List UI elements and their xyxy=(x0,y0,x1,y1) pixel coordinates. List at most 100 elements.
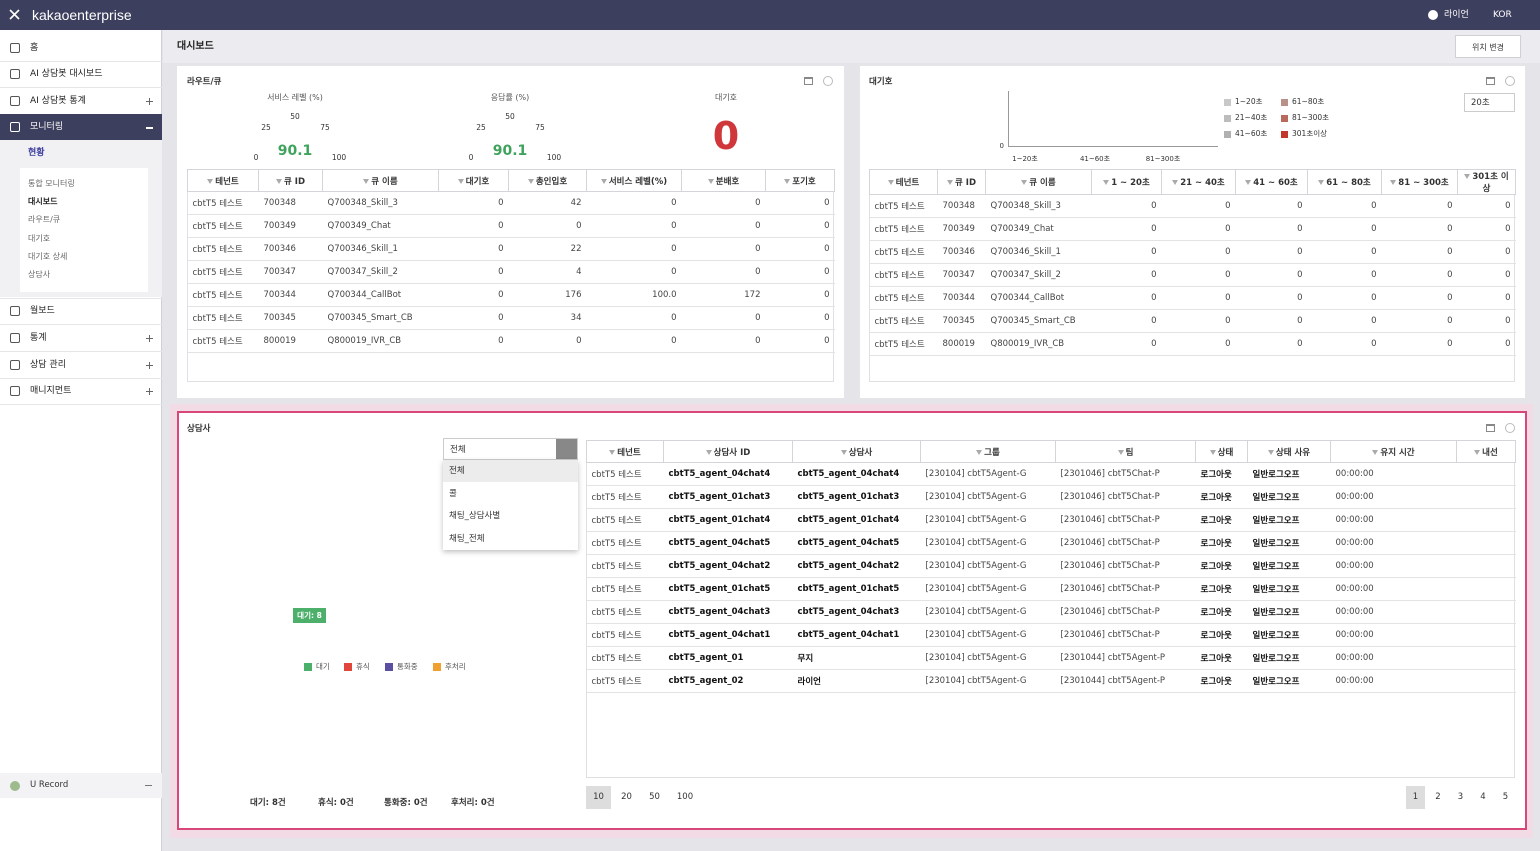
dropdown-option[interactable]: 콜 xyxy=(449,488,457,499)
table-row[interactable]: cbtT5 테스트 700348 Q700348_Skill_3 0 42 0 0 0 xyxy=(187,191,835,215)
maximize-icon[interactable] xyxy=(1486,424,1495,432)
table-row[interactable]: cbtT5 테스트 cbtT5_agent_01chat4 cbtT5_agent_… xyxy=(586,508,1516,532)
column-header[interactable]: 포기호 xyxy=(765,169,835,192)
table-cell: 00:00:00 xyxy=(1330,554,1457,578)
table-row[interactable]: cbtT5 테스트 cbtT5_agent_01 무지 [230104] cbtT5A… xyxy=(586,646,1516,670)
table-row[interactable]: cbtT5 테스트 cbtT5_agent_01chat5 cbtT5_agent_… xyxy=(586,577,1516,601)
lang[interactable]: KOR xyxy=(1493,10,1512,20)
page-number[interactable]: 2 xyxy=(1435,792,1441,802)
table-cell: 0 xyxy=(1235,286,1308,310)
table-row[interactable]: cbtT5 테스트 cbtT5_agent_02 라이언 [230104] cbtT5… xyxy=(586,669,1516,693)
table-row[interactable]: cbtT5 테스트 cbtT5_agent_04chat1 cbtT5_agent_… xyxy=(586,623,1516,647)
column-header[interactable]: 총인입호 xyxy=(508,169,587,192)
plus-icon[interactable] xyxy=(146,388,153,395)
filter-select[interactable]: 전체 xyxy=(443,438,578,460)
column-header[interactable]: 81 ~ 300초 xyxy=(1381,169,1458,195)
table-row[interactable]: cbtT5 테스트 700345 Q700345_Smart_CB 0 0 0 0 0 0 xyxy=(869,309,1516,333)
footer-item[interactable]: U Record xyxy=(30,780,69,790)
column-header[interactable]: 301초 이상 xyxy=(1457,169,1516,195)
menu-item[interactable]: AI 상담봇 통계 xyxy=(30,96,86,106)
submenu-item[interactable]: 라우트/큐 xyxy=(28,215,61,224)
submenu-item[interactable]: 대기호 상세 xyxy=(28,252,68,261)
page-size[interactable]: 100 xyxy=(676,792,694,802)
plus-icon[interactable] xyxy=(146,362,153,369)
page-size[interactable]: 20 xyxy=(621,792,632,802)
current-item[interactable]: 현황 xyxy=(28,148,45,158)
table-row[interactable]: cbtT5 테스트 cbtT5_agent_04chat4 cbtT5_agent_… xyxy=(586,462,1516,486)
plus-icon[interactable] xyxy=(146,98,153,105)
page-size[interactable]: 50 xyxy=(649,792,660,802)
position-button[interactable]: 위치 변경 xyxy=(1455,35,1521,58)
column-header[interactable]: 61 ~ 80초 xyxy=(1307,169,1382,195)
menu-item[interactable]: 상담 관리 xyxy=(30,360,66,370)
column-header[interactable]: 테넌트 xyxy=(187,169,259,192)
settings-icon[interactable] xyxy=(1505,76,1515,86)
table-row[interactable]: cbtT5 테스트 cbtT5_agent_01chat3 cbtT5_agent_… xyxy=(586,485,1516,509)
column-header[interactable]: 큐 이름 xyxy=(322,169,439,192)
menu-item[interactable]: 통계 xyxy=(30,333,47,343)
column-header[interactable]: 테넌트 xyxy=(869,169,938,195)
column-header[interactable]: 대기호 xyxy=(438,169,509,192)
page-size[interactable]: 10 xyxy=(586,786,611,809)
submenu-item[interactable]: 통합 모니터링 xyxy=(28,179,75,188)
page-number[interactable]: 1 xyxy=(1406,786,1425,809)
table-row[interactable]: cbtT5 테스트 700347 Q700347_Skill_2 0 0 0 0 0 0 xyxy=(869,263,1516,287)
submenu-item[interactable]: 대시보드 xyxy=(28,197,58,206)
column-header[interactable]: 그룹 xyxy=(920,440,1056,463)
menu-item[interactable]: 월보드 xyxy=(30,306,55,316)
table-cell: 일반로그오프 xyxy=(1247,646,1331,670)
table-row[interactable]: cbtT5 테스트 700348 Q700348_Skill_3 0 0 0 0 0 0 xyxy=(869,194,1516,218)
table-row[interactable]: cbtT5 테스트 700346 Q700346_Skill_1 0 22 0 0 0 xyxy=(187,237,835,261)
column-header[interactable]: 내선 xyxy=(1456,440,1516,463)
dropdown-option[interactable]: 전체 xyxy=(443,460,578,482)
table-row[interactable]: cbtT5 테스트 700349 Q700349_Chat 0 0 0 0 0 0 xyxy=(869,217,1516,241)
table-row[interactable]: cbtT5 테스트 cbtT5_agent_04chat5 cbtT5_agent_… xyxy=(586,531,1516,555)
menu-item[interactable]: 매니지먼트 xyxy=(30,386,72,396)
dropdown-option[interactable]: 채팅_전체 xyxy=(449,533,485,544)
column-header[interactable]: 유지 시간 xyxy=(1330,440,1457,463)
column-header[interactable]: 서비스 레벨(%) xyxy=(586,169,682,192)
plus-icon[interactable] xyxy=(146,335,153,342)
table-row[interactable]: cbtT5 테스트 700344 Q700344_CallBot 0 176 100.0 1… xyxy=(187,283,835,307)
page-number[interactable]: 4 xyxy=(1480,792,1486,802)
close-icon[interactable] xyxy=(9,9,20,20)
menu-item[interactable]: 모니터링 xyxy=(30,122,64,132)
table-row[interactable]: cbtT5 테스트 cbtT5_agent_04chat2 cbtT5_agent_… xyxy=(586,554,1516,578)
interval-select[interactable]: 20초 xyxy=(1464,93,1515,112)
user-name[interactable]: 라이언 xyxy=(1444,10,1469,20)
column-header[interactable]: 큐 이름 xyxy=(985,169,1092,195)
table-row[interactable]: cbtT5 테스트 700345 Q700345_Smart_CB 0 34 0 0 0 xyxy=(187,306,835,330)
page-number[interactable]: 3 xyxy=(1457,792,1464,802)
submenu-item[interactable]: 대기호 xyxy=(28,234,51,243)
column-header[interactable]: 상태 xyxy=(1195,440,1248,463)
column-header[interactable]: 팀 xyxy=(1055,440,1196,463)
column-header[interactable]: 큐 ID xyxy=(937,169,986,195)
column-header[interactable]: 상담사 ID xyxy=(663,440,793,463)
submenu-item[interactable]: 상담사 xyxy=(28,270,51,279)
column-header[interactable]: 상담사 xyxy=(792,440,921,463)
settings-icon[interactable] xyxy=(823,76,833,86)
table-row[interactable]: cbtT5 테스트 800019 Q800019_IVR_CB 0 0 0 0 0 xyxy=(187,329,835,353)
column-header[interactable]: 분배호 xyxy=(681,169,766,192)
maximize-icon[interactable] xyxy=(804,77,813,85)
table-row[interactable]: cbtT5 테스트 800019 Q800019_IVR_CB 0 0 0 0 0 0 xyxy=(869,332,1516,356)
table-row[interactable]: cbtT5 테스트 cbtT5_agent_04chat3 cbtT5_agent_… xyxy=(586,600,1516,624)
table-row[interactable]: cbtT5 테스트 700349 Q700349_Chat 0 0 0 0 0 xyxy=(187,214,835,238)
menu-item[interactable]: 홈 xyxy=(30,43,39,53)
column-header[interactable]: 큐 ID xyxy=(258,169,323,192)
table-row[interactable]: cbtT5 테스트 700347 Q700347_Skill_2 0 4 0 0 0 xyxy=(187,260,835,284)
table-row[interactable]: cbtT5 테스트 700346 Q700346_Skill_1 0 0 0 0 0 0 xyxy=(869,240,1516,264)
column-header[interactable]: 41 ~ 60초 xyxy=(1235,169,1308,195)
column-header[interactable]: 21 ~ 40초 xyxy=(1161,169,1236,195)
table-cell: 0 xyxy=(1457,263,1516,287)
table-row[interactable]: cbtT5 테스트 700344 Q700344_CallBot 0 0 0 0 0 0 xyxy=(869,286,1516,310)
column-header[interactable]: 상태 사유 xyxy=(1247,440,1331,463)
menu-item[interactable]: AI 상담봇 대시보드 xyxy=(30,69,103,79)
maximize-icon[interactable] xyxy=(1486,77,1495,85)
settings-icon[interactable] xyxy=(1505,423,1515,433)
dropdown-option[interactable]: 채팅_상담사별 xyxy=(449,511,501,521)
column-header[interactable]: 테넌트 xyxy=(586,440,664,463)
page-number[interactable]: 5 xyxy=(1502,792,1509,802)
table-cell: cbtT5 테스트 xyxy=(187,306,259,330)
column-header[interactable]: 1 ~ 20초 xyxy=(1091,169,1162,195)
